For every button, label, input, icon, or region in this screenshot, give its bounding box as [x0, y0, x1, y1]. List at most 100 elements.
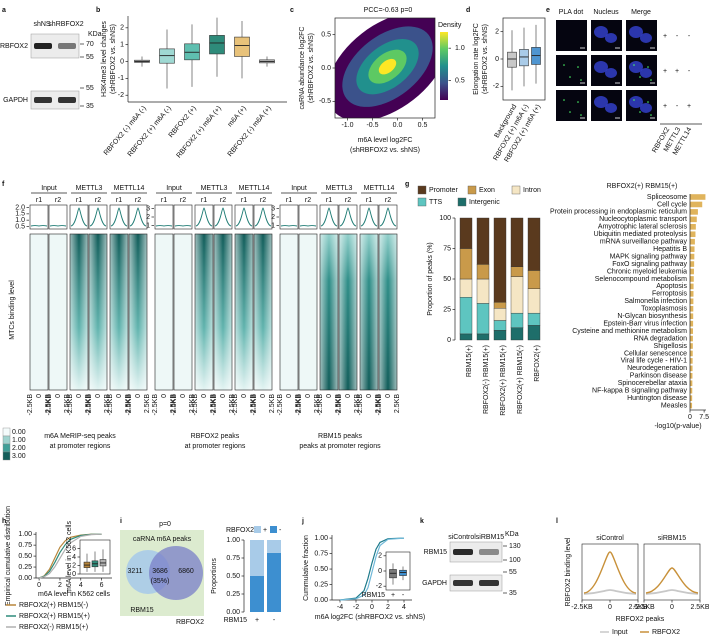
panel-label: i	[120, 518, 122, 525]
pla-dot	[577, 101, 579, 103]
nucleus	[605, 33, 617, 43]
legend-swatch	[417, 197, 427, 207]
x-tick-label: 2.5KB	[64, 394, 71, 413]
label: at promoter regions	[185, 443, 246, 450]
x-tick-label: 2	[58, 582, 62, 589]
bar-segment	[459, 278, 473, 298]
heatmap	[29, 233, 49, 391]
bar-segment	[476, 217, 490, 265]
panel-label: f	[2, 181, 5, 188]
term-label: Protein processing in endoplasmic reticu…	[550, 209, 687, 216]
profile-frame	[48, 204, 68, 230]
legend-swatch	[457, 197, 467, 207]
term-label: Parkinson disease	[630, 373, 687, 380]
bar-segment	[476, 264, 490, 280]
x-tick-label: 0	[201, 394, 208, 398]
heatmap-fade	[194, 233, 214, 391]
legend-label: Intergenic	[469, 199, 500, 206]
x-tick-label: 0	[608, 604, 612, 611]
column-header: Merge	[631, 9, 651, 16]
x-tick-label: RBFOX2(-) RBM15(+)	[483, 345, 490, 414]
label: RBFOX2(+) RBM15(+)	[607, 183, 678, 190]
x-tick-label: -2.5KB	[126, 394, 133, 416]
x-tick-label: -2.5KB	[67, 394, 74, 416]
pla-dot	[639, 76, 641, 78]
enrich-bar	[690, 298, 694, 305]
profile-frame	[69, 204, 89, 230]
label: m6A level log2FC	[358, 137, 413, 144]
label: Input	[41, 185, 57, 192]
heatmap-fade	[319, 233, 339, 391]
x-tick-label: -2	[353, 604, 359, 611]
profile-frame	[88, 204, 108, 230]
label: Input	[166, 185, 182, 192]
y-tick-label: 1	[146, 222, 150, 229]
term-label: Ubiquitin mediated proteolysis	[594, 231, 688, 238]
x-tick-label: RBFOX2(+) RBM15(+)	[500, 345, 507, 416]
legend-label: Input	[612, 629, 628, 636]
density-contour	[378, 58, 397, 75]
pla-dot	[569, 76, 571, 78]
profile	[360, 207, 378, 227]
x-tick-label: -	[402, 592, 405, 599]
enrich-bar	[690, 402, 693, 409]
y-tick-label: 0	[72, 571, 76, 578]
profile-frame	[234, 204, 254, 230]
x-tick-label: 0	[95, 394, 102, 398]
band	[58, 97, 76, 103]
x-tick-label: 0	[36, 394, 43, 398]
label: +	[663, 68, 667, 75]
term-label: N-Glycan biosynthesis	[617, 313, 687, 320]
x-tick-label: 2.5KB	[85, 394, 92, 413]
legend-label: TTS	[429, 199, 443, 206]
x-tick-label: -2.5KB	[211, 394, 218, 416]
y-tick-label: 0.5	[455, 77, 465, 84]
label: 55	[509, 569, 517, 576]
pla-dot	[563, 64, 565, 66]
heatmap-fade	[378, 233, 398, 391]
label: (shRBFOX2 vs. shNS)	[482, 24, 489, 94]
venn-right	[149, 546, 203, 600]
pla-dot	[647, 101, 649, 103]
enrich-bar	[690, 231, 696, 238]
y-tick-label: 0.75	[226, 555, 240, 562]
label: RBFOX2	[226, 527, 254, 534]
legend-swatch	[511, 185, 521, 195]
term-label: Cell cycle	[657, 201, 687, 208]
ecdf-line	[339, 537, 405, 601]
y-tick-label: 100	[439, 215, 451, 222]
y-tick-label: 3	[146, 205, 150, 212]
y-tick-label: 0.50	[226, 573, 240, 580]
x-tick-label: 0.0	[393, 122, 403, 129]
bar-segment	[476, 278, 490, 304]
x-tick-label: -1.0	[341, 122, 353, 129]
label: caRNA m6A peaks	[133, 536, 192, 543]
label: r2	[95, 197, 101, 204]
x-tick-label: 0	[326, 394, 333, 398]
nucleus	[605, 68, 617, 78]
profile-frame	[128, 204, 148, 230]
x-tick-label: 0	[688, 414, 692, 421]
y-tick-label: 1.5	[15, 211, 25, 218]
profile-frame	[173, 204, 193, 230]
bar-segment	[267, 540, 281, 553]
heatmap-fade	[128, 233, 148, 391]
y-tick-label: 0.75	[18, 542, 32, 549]
ecdf-line	[339, 537, 405, 601]
panel-label: j	[301, 518, 304, 525]
label: RBFOX2	[176, 619, 204, 626]
enrich-bar	[690, 268, 694, 275]
enrich-bar	[690, 350, 693, 357]
enrich-bar	[690, 335, 693, 342]
label: 1.00	[12, 437, 26, 444]
term-label: Toxoplasmosis	[641, 306, 687, 313]
label: caRNA abundance log2FC	[299, 27, 306, 110]
pla-dot	[650, 79, 652, 81]
enrich-bar	[690, 380, 693, 387]
heatmap-fade	[109, 233, 129, 391]
x-tick-label: 2	[386, 604, 390, 611]
y-tick-label: 0.25	[226, 591, 240, 598]
profile	[320, 207, 338, 227]
enrich-bar	[690, 194, 706, 200]
label: shRBFOX2	[48, 21, 84, 28]
